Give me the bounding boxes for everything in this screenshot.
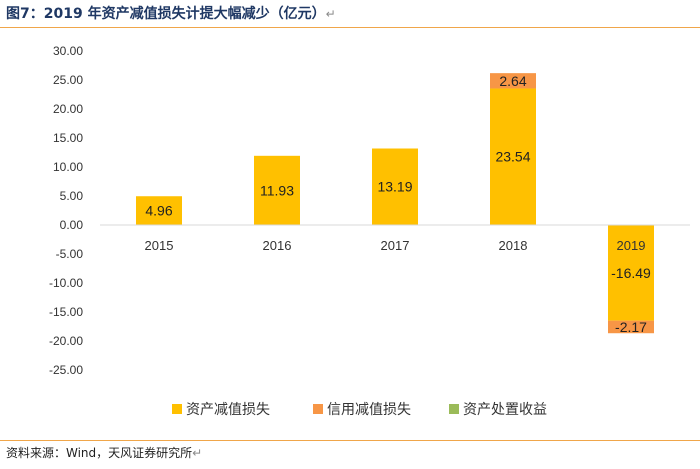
figure-title-text: 图7：2019 年资产减值损失计提大幅减少（亿元） xyxy=(6,6,326,22)
paragraph-return-icon: ↵ xyxy=(325,7,336,21)
y-axis: 30.00 25.00 20.00 15.00 10.00 5.00 0.00 -5.00 -1… xyxy=(49,44,83,377)
source-divider xyxy=(0,440,700,441)
bar-2015-series-0 xyxy=(136,196,182,225)
y-tick-label: -25.00 xyxy=(49,363,83,377)
title-divider xyxy=(0,27,700,28)
y-tick-label: -20.00 xyxy=(49,334,83,348)
data-label: 4.96 xyxy=(145,203,172,219)
stacked-bar-chart: 30.00 25.00 20.00 15.00 10.00 5.00 0.00 -5.00 -1… xyxy=(49,44,690,418)
y-tick-label: -5.00 xyxy=(56,247,84,261)
paragraph-return-icon: ↵ xyxy=(192,446,203,460)
y-tick-label: -10.00 xyxy=(49,276,83,290)
data-label: 23.54 xyxy=(495,149,530,165)
data-label: 11.93 xyxy=(260,182,294,198)
x-category-label: 2018 xyxy=(499,238,528,253)
source-note: 资料来源：Wind，天风证券研究所↵ xyxy=(6,444,202,461)
x-category-label: 2019 xyxy=(617,238,646,253)
y-tick-label: 25.00 xyxy=(53,73,83,87)
y-tick-label: 10.00 xyxy=(53,160,83,174)
legend-swatch xyxy=(313,404,323,414)
x-category-label: 2017 xyxy=(381,238,410,253)
y-tick-label: 5.00 xyxy=(60,189,84,203)
legend-label: 资产减值损失 xyxy=(186,402,270,418)
data-labels: 4.96 11.93 13.19 23.54 2.64 -16.49 -2.17 xyxy=(145,73,651,335)
y-tick-label: 15.00 xyxy=(53,131,83,145)
x-axis-categories: 2015 2016 2017 2018 2019 xyxy=(145,238,646,253)
data-label: 2.64 xyxy=(499,73,526,89)
data-label: 13.19 xyxy=(377,179,412,195)
legend: 资产减值损失 信用减值损失 资产处置收益 xyxy=(172,402,547,418)
data-label: -2.17 xyxy=(615,319,647,335)
data-label: -16.49 xyxy=(611,265,651,281)
bar-2019-series-1 xyxy=(608,320,654,334)
legend-label: 信用减值损失 xyxy=(327,402,411,418)
figure-title: 图7：2019 年资产减值损失计提大幅减少（亿元）↵ xyxy=(6,3,336,23)
legend-label: 资产处置收益 xyxy=(463,402,547,418)
legend-swatch xyxy=(172,404,182,414)
y-tick-label: 0.00 xyxy=(60,218,84,232)
x-category-label: 2016 xyxy=(263,238,292,253)
chart-bars xyxy=(136,73,654,334)
source-text: 资料来源：Wind，天风证券研究所 xyxy=(6,446,193,460)
bar-2019-series-0 xyxy=(608,225,654,321)
bar-2018-series-0 xyxy=(490,88,536,225)
bar-2018-series-1 xyxy=(490,73,536,89)
bar-2016-series-0 xyxy=(254,155,300,225)
y-tick-label: 30.00 xyxy=(53,44,83,58)
bar-2017-series-0 xyxy=(372,148,418,225)
x-category-label: 2015 xyxy=(145,238,174,253)
legend-swatch xyxy=(449,404,459,414)
y-tick-label: 20.00 xyxy=(53,102,83,116)
y-tick-label: -15.00 xyxy=(49,305,83,319)
